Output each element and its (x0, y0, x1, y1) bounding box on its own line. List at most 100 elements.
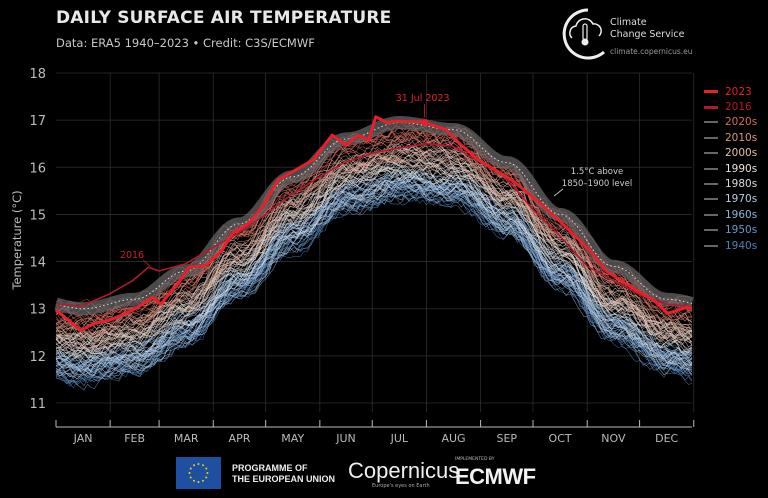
y-tick-label: 18 (29, 67, 46, 82)
label-2016: 2016 (120, 250, 144, 261)
logo-line2: Change Service (610, 29, 685, 40)
legend-swatch (704, 183, 718, 186)
legend: 2023 2016 2020s 2010s 2000s 1990s 1980s 1970s 19… (704, 84, 757, 253)
series-line-2023 (55, 115, 693, 332)
legend-label: 1970s (725, 193, 758, 206)
peak-annotation: 31 Jul 2023 (396, 93, 450, 104)
legend-label: 1980s (725, 178, 758, 191)
series-line-1980s (55, 169, 693, 364)
threshold-label-line1: 1.5°C above (571, 167, 623, 177)
series-line-1970s (55, 176, 693, 378)
legend-label: 2023 (725, 85, 752, 98)
legend-item-2016: 2016 (704, 99, 757, 114)
legend-swatch (704, 152, 718, 155)
series-line-2000s (55, 153, 693, 350)
logo-url: climate.copernicus.eu (610, 47, 693, 56)
eu-star (205, 476, 208, 479)
x-tick-label-oct: OCT (549, 432, 572, 445)
series-line-1960s (55, 185, 693, 380)
series-line-1970s (55, 180, 693, 379)
series-line-1970s (55, 183, 693, 376)
series-line-2010s (55, 145, 693, 341)
legend-swatch (704, 105, 718, 109)
y-tick-label: 16 (29, 161, 46, 176)
x-tick-label-nov: NOV (601, 432, 626, 445)
threshold-band (53, 116, 695, 316)
y-tick-label: 12 (29, 350, 46, 365)
legend-item-1940s: 1940s (704, 238, 757, 253)
copernicus-tagline: Europe's eyes on Earth (372, 483, 430, 489)
legend-label: 2020s (725, 116, 758, 129)
legend-label: 2016 (725, 101, 752, 114)
legend-label: 1990s (725, 162, 758, 175)
legend-swatch (704, 90, 718, 94)
legend-swatch (704, 121, 718, 124)
legend-label: 1940s (725, 239, 758, 252)
legend-label: 1960s (725, 208, 758, 221)
x-tick-label-mar: MAR (174, 432, 199, 445)
eu-star (197, 463, 200, 465)
eu-star (197, 481, 200, 483)
footer-logos: PROGRAMME OF THE EUROPEAN UNION Copernicu… (0, 455, 768, 495)
legend-swatch (704, 244, 718, 247)
series-line-1980s (55, 164, 693, 362)
x-tick-label-apr: APR (229, 432, 251, 445)
legend-item-2000s: 2000s (704, 146, 757, 161)
eu-star (189, 467, 192, 470)
legend-swatch (704, 198, 718, 201)
ecmwf-logo: ECMWF (455, 464, 536, 489)
legend-item-2023: 2023 (704, 84, 757, 99)
legend-swatch (704, 213, 718, 216)
c3s-logo[interactable]: Climate Change Service climate.copernicus… (558, 4, 693, 60)
series-line-1970s (55, 179, 693, 371)
chart-subtitle: Data: ERA5 1940–2023 • Credit: C3S/ECMWF (56, 36, 315, 50)
series-line-1950s (55, 189, 693, 391)
x-tick-label-feb: FEB (124, 432, 145, 445)
eu-flag-icon (176, 457, 221, 489)
implemented-by: IMPLEMENTED BY (455, 457, 495, 462)
series-line-2010s (55, 150, 693, 338)
eu-line1: PROGRAMME OF (232, 463, 308, 473)
copernicus-logo: Copernicus (348, 458, 460, 483)
series-line-1970s (55, 179, 693, 372)
y-tick-label: 13 (29, 303, 46, 318)
y-tick-label: 14 (29, 256, 46, 271)
legend-item-1970s: 1970s (704, 192, 757, 207)
x-tick-label-jan: JAN (73, 432, 93, 445)
legend-item-2010s: 2010s (704, 130, 757, 145)
legend-label: 2000s (725, 147, 758, 160)
x-tick-label-dec: DEC (655, 432, 678, 445)
threshold-label-line2: 1850–1900 level (562, 179, 632, 189)
series-line-1980s (55, 154, 693, 348)
series-line-1990s (55, 154, 693, 353)
series-line-2000s (55, 146, 693, 355)
series-line-1960s (55, 185, 693, 372)
x-tick-label-jun: JUN (335, 432, 356, 445)
logo-line1: Climate (610, 17, 647, 28)
threshold-centerline (55, 122, 693, 310)
series-line-1990s (55, 163, 693, 359)
peak-marker (421, 119, 429, 126)
series-line-2016 (55, 142, 693, 308)
series-line-2010s (55, 154, 693, 347)
series-line-1980s (55, 161, 693, 357)
legend-swatch (704, 229, 718, 232)
x-tick-label-sep: SEP (497, 432, 518, 445)
legend-swatch (704, 136, 718, 139)
legend-item-1990s: 1990s (704, 161, 757, 176)
legend-label: 1950s (725, 224, 758, 237)
eu-star (189, 476, 192, 479)
y-tick-label: 15 (29, 208, 46, 223)
legend-item-2020s: 2020s (704, 115, 757, 130)
legend-item-1960s: 1960s (704, 207, 757, 222)
cloud-thermometer-icon (562, 8, 605, 60)
x-tick-label-aug: AUG (441, 432, 465, 445)
eu-star (202, 464, 204, 467)
eu-line2: THE EUROPEAN UNION (232, 474, 336, 484)
x-tick-label-may: MAY (281, 432, 304, 445)
y-tick-label: 11 (29, 397, 46, 412)
legend-label: 2010s (725, 131, 758, 144)
legend-swatch (704, 167, 718, 170)
eu-star (205, 467, 208, 470)
